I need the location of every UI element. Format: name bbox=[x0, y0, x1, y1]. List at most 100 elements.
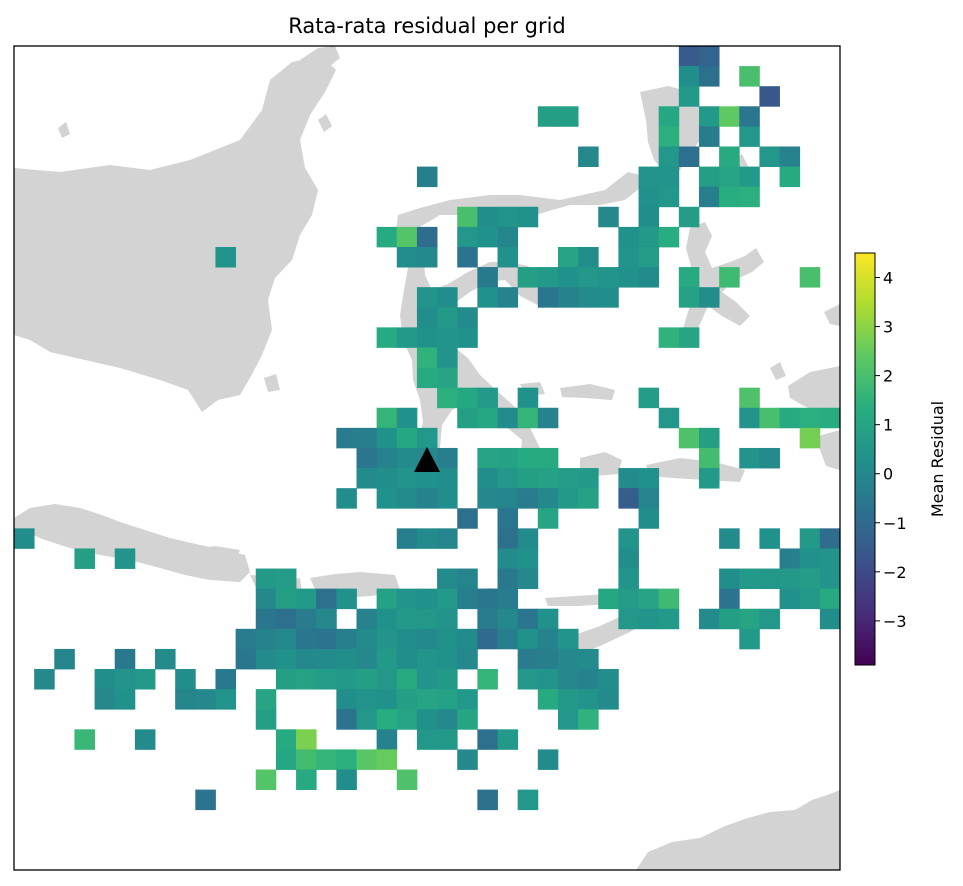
grid-cell bbox=[416, 488, 438, 509]
grid-cell bbox=[416, 608, 438, 630]
grid-cell bbox=[638, 186, 660, 208]
grid-cell bbox=[517, 488, 539, 509]
grid-cell bbox=[376, 709, 398, 730]
grid-cell bbox=[416, 427, 438, 449]
grid-cell bbox=[356, 709, 378, 730]
grid-cell bbox=[396, 447, 418, 469]
grid-cell bbox=[396, 427, 418, 449]
grid-cell bbox=[678, 46, 700, 67]
grid-cell bbox=[739, 186, 760, 208]
grid-cell bbox=[477, 206, 498, 228]
grid-cell bbox=[376, 628, 398, 650]
grid-cell bbox=[416, 648, 438, 670]
colorbar-tick-label: 3 bbox=[883, 318, 893, 337]
grid-cell bbox=[578, 146, 599, 167]
grid-cell bbox=[638, 206, 660, 228]
grid-cell bbox=[578, 267, 599, 288]
grid-cell bbox=[457, 568, 478, 590]
grid-cell bbox=[719, 267, 740, 288]
grid-cell bbox=[316, 588, 337, 610]
land-seram bbox=[646, 458, 745, 482]
colorbar-ticks: −3 −2 −1 0 1 2 3 4 bbox=[875, 269, 907, 631]
grid-cell bbox=[698, 46, 720, 67]
grid-cell bbox=[719, 528, 740, 549]
grid-cell bbox=[457, 588, 478, 610]
grid-cell bbox=[557, 106, 579, 127]
grid-cell bbox=[517, 608, 539, 630]
grid-cell bbox=[497, 588, 519, 610]
grid-cell bbox=[114, 648, 136, 670]
grid-cell bbox=[477, 447, 498, 469]
grid-cell bbox=[255, 568, 277, 590]
grid-cell bbox=[759, 86, 780, 107]
map-frame bbox=[13, 45, 841, 871]
grid-cell bbox=[618, 246, 639, 268]
grid-cell bbox=[457, 407, 478, 429]
grid-cell bbox=[376, 669, 398, 690]
grid-cell bbox=[557, 709, 579, 730]
grid-cell bbox=[578, 246, 599, 268]
grid-cell bbox=[235, 628, 257, 650]
grid-cell bbox=[275, 749, 297, 770]
grid-cell bbox=[658, 588, 680, 610]
grid-cell bbox=[416, 327, 438, 348]
grid-cell bbox=[517, 669, 539, 690]
grid-cell bbox=[537, 508, 559, 529]
grid-cell bbox=[416, 628, 438, 650]
grid-cell bbox=[396, 709, 418, 730]
colorbar-gradient bbox=[855, 253, 875, 665]
colorbar-tick-label: 2 bbox=[883, 367, 893, 386]
grid-cell bbox=[457, 387, 478, 409]
grid-cell bbox=[477, 789, 498, 811]
grid-cell bbox=[457, 246, 478, 268]
grid-cell bbox=[698, 106, 720, 127]
grid-cell bbox=[799, 568, 821, 590]
grid-cell bbox=[296, 608, 317, 630]
grid-cell bbox=[517, 568, 539, 590]
grid-cell bbox=[598, 689, 619, 710]
colorbar-tick-label: 0 bbox=[883, 465, 893, 484]
grid-cell bbox=[557, 287, 579, 308]
grid-cell bbox=[457, 206, 478, 228]
grid-cell bbox=[557, 669, 579, 690]
grid-cell bbox=[275, 648, 297, 670]
grid-cell bbox=[356, 468, 378, 489]
grid-cell bbox=[517, 407, 539, 429]
land-madura bbox=[190, 546, 240, 558]
grid-cell bbox=[517, 648, 539, 670]
grid-cell bbox=[779, 548, 801, 569]
grid-cell bbox=[678, 427, 700, 449]
grid-cell bbox=[759, 146, 780, 167]
grid-cell bbox=[34, 669, 55, 690]
grid-cell bbox=[195, 689, 216, 710]
grid-cell bbox=[799, 548, 821, 569]
grid-cell bbox=[557, 488, 579, 509]
grid-cell bbox=[557, 267, 579, 288]
grid-cell bbox=[396, 327, 418, 348]
grid-cell bbox=[437, 588, 458, 610]
grid-cell bbox=[517, 528, 539, 549]
grid-cell bbox=[376, 588, 398, 610]
grid-cell bbox=[437, 669, 458, 690]
map-title: Rata-rata residual per grid bbox=[288, 14, 566, 38]
grid-cell bbox=[618, 528, 639, 549]
grid-cell bbox=[376, 729, 398, 750]
grid-cell bbox=[336, 488, 357, 509]
grid-cell bbox=[336, 588, 357, 610]
grid-cell bbox=[94, 689, 116, 710]
land-small-5 bbox=[770, 362, 786, 380]
colorbar-tick-label: −2 bbox=[883, 563, 907, 582]
grid-cell bbox=[376, 689, 398, 710]
grid-cell bbox=[437, 347, 458, 368]
grid-cell bbox=[356, 669, 378, 690]
grid-cell bbox=[376, 648, 398, 670]
land-small-2 bbox=[318, 114, 332, 132]
grid-cell bbox=[497, 447, 519, 469]
grid-cell bbox=[356, 427, 378, 449]
grid-cell bbox=[578, 709, 599, 730]
grid-cell bbox=[416, 528, 438, 549]
land-palawan bbox=[300, 46, 340, 72]
grid-cell bbox=[457, 226, 478, 248]
grid-cell bbox=[497, 508, 519, 529]
